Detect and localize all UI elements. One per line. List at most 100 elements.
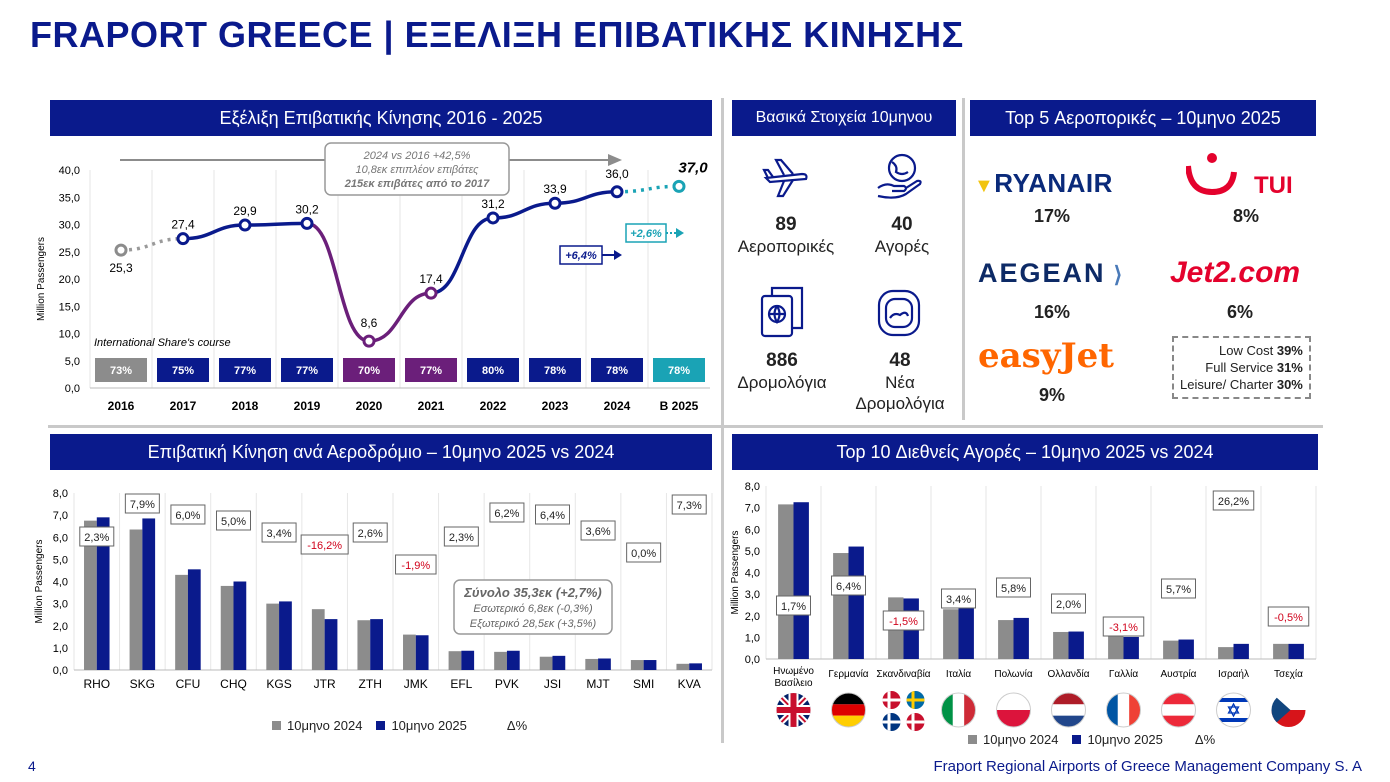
delta-value: 6,4% <box>540 510 565 522</box>
data-label: 37,0 <box>678 159 708 176</box>
x-tick-label: ZTH <box>359 677 382 691</box>
jet2-name: Jet2.com <box>1170 256 1301 289</box>
passenger-evolution-chart: Million Passengers 0,0 5,0 10,0 15,0 20,0 25,0… <box>36 142 710 413</box>
segment-leisure-charter: Leisure/ Charter 30% <box>1180 377 1303 392</box>
stat-routes-value: 886 <box>766 350 798 371</box>
jet2-share: 6% <box>1226 302 1253 322</box>
intl-share-value: 78% <box>544 365 566 377</box>
data-point <box>486 211 500 225</box>
data-point <box>238 218 252 232</box>
delta-value: 26,2% <box>1218 496 1249 508</box>
delta-value: 6,0% <box>175 510 200 522</box>
data-label: 27,4 <box>171 218 195 232</box>
data-point <box>362 334 376 348</box>
intl-share-box <box>653 358 705 382</box>
delta-box <box>776 595 811 616</box>
stat-new-routes-value: 48 <box>889 350 911 371</box>
legend-swatch-2024 <box>272 721 281 730</box>
y-tick-label: 7,0 <box>745 503 760 515</box>
series-line-segment <box>430 216 494 295</box>
delta-value: 5,7% <box>1166 584 1191 596</box>
ryanair-share: 17% <box>1033 206 1071 226</box>
easyjet-share: 9% <box>1038 385 1065 405</box>
bar-2024 <box>448 651 462 670</box>
evolution-panel-title: Εξέλιξη Επιβατικής Κίνησης 2016 - 2025 <box>50 100 712 136</box>
flag-stripe <box>1216 698 1251 702</box>
aegean-share: 16% <box>1033 302 1071 322</box>
tui-logo: TUI <box>1185 152 1296 207</box>
flag-stripe <box>996 693 1031 710</box>
bar-2024 <box>585 658 599 670</box>
intl-share-box <box>467 358 519 382</box>
stat-airlines-value: 89 <box>775 214 797 235</box>
delta-box <box>216 510 251 531</box>
delta-value: 2,6% <box>358 528 383 540</box>
scandinavia-flag-icon <box>906 713 925 731</box>
horizontal-divider <box>48 425 1323 428</box>
intl-share-box <box>95 358 147 382</box>
bar-2025 <box>142 518 156 670</box>
delta-value: -0,5% <box>1274 612 1303 624</box>
delta-box <box>996 577 1031 598</box>
y-tick-label: 6,0 <box>53 532 68 544</box>
x-tick-label: SKG <box>130 677 155 691</box>
x-tick-label: EFL <box>450 677 472 691</box>
bar-2025 <box>598 658 611 670</box>
flag-star <box>1227 702 1240 718</box>
bar-2024 <box>778 504 794 659</box>
x-tick-label: Ηνωμένο <box>773 665 814 677</box>
delta-box <box>580 520 616 541</box>
y-tick-label: 1,0 <box>745 632 760 644</box>
delta-value: 1,7% <box>781 601 806 613</box>
series-line-segment <box>244 221 308 227</box>
markets-panel-title: Top 10 Διεθνείς Αγορές – 10μηνο 2025 vs … <box>732 434 1318 470</box>
x-tick-label: KVA <box>678 677 701 691</box>
segment-low-cost: Low Cost 39% <box>1219 343 1303 358</box>
flag-stripe <box>996 710 1031 727</box>
flag-cross <box>882 698 901 702</box>
delta-box <box>626 542 662 563</box>
flag-border <box>1051 692 1086 728</box>
x-tick-label: 2019 <box>294 399 321 413</box>
bar-2025 <box>233 581 247 670</box>
delta-value: 3,4% <box>267 528 292 540</box>
bar-2025 <box>506 650 520 670</box>
bar-2025 <box>96 517 110 670</box>
bar-2024 <box>998 620 1014 659</box>
delta-box <box>489 502 525 523</box>
intl-share-box <box>157 358 209 382</box>
delta-value: 7,3% <box>677 500 702 512</box>
austria-flag-icon <box>1161 693 1196 727</box>
delta-box <box>882 610 925 631</box>
bar-2024 <box>84 520 97 670</box>
bar-2025 <box>324 619 338 670</box>
x-tick-label: 2024 <box>604 399 631 413</box>
growth-2024-arrowhead <box>614 250 622 260</box>
vertical-divider-top <box>962 98 965 420</box>
bar-2024 <box>311 609 325 670</box>
x-tick-label: 2018 <box>232 399 259 413</box>
x-tick-label: MJT <box>586 677 610 691</box>
flag-border <box>1106 692 1141 728</box>
x-tick-label: Γαλλία <box>1109 668 1139 680</box>
x-tick-label: PVK <box>495 677 519 691</box>
delta-box <box>443 526 479 547</box>
flag-cross <box>906 698 925 702</box>
x-tick-label: 2021 <box>418 399 445 413</box>
y-tick-label: 8,0 <box>745 481 760 493</box>
x-tick-label: KGS <box>266 677 291 691</box>
delta-box <box>1161 578 1196 599</box>
bar-2025 <box>1013 617 1029 659</box>
tui-smile-icon <box>1185 153 1237 196</box>
summary-line: Εσωτερικό 6,8εκ (-0,3%) <box>473 603 593 615</box>
delta-box <box>1102 616 1145 637</box>
intl-share-box <box>405 358 457 382</box>
y-tick-label: 4,0 <box>53 577 68 589</box>
airplane-icon <box>760 152 810 207</box>
x-tick-label: CFU <box>176 677 201 691</box>
flag-stripe <box>1161 715 1196 727</box>
x-tick-label: CHQ <box>220 677 247 691</box>
bar-2024 <box>266 603 280 670</box>
flag-border <box>1216 692 1251 728</box>
callout-line: 215εκ επιβάτες από το 2017 <box>344 178 490 190</box>
